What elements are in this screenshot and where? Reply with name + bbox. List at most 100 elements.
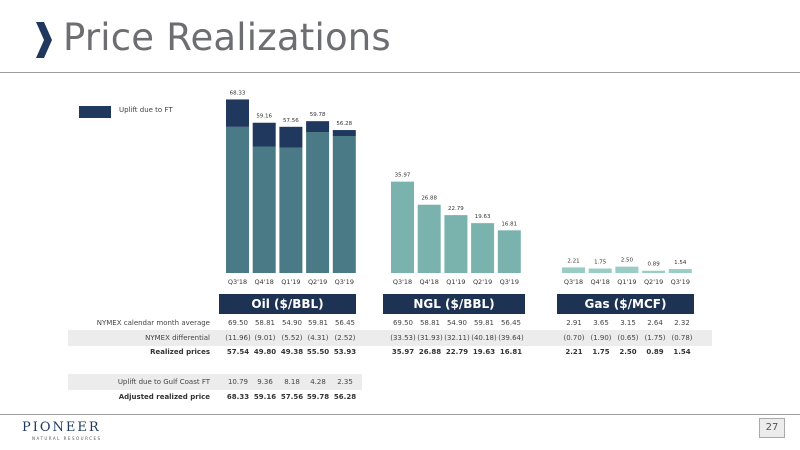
gas-data-label-1: 1.75 xyxy=(594,260,607,266)
oil-bar-realized-2 xyxy=(279,147,303,273)
ngl-table-cell: 19.63 xyxy=(472,348,496,356)
gas-tick-label-3: Q2'19 xyxy=(644,278,663,286)
company-logo: PIONEER xyxy=(22,420,101,435)
oil-table-cell: 59.81 xyxy=(307,319,329,327)
oil-data-label-3: 59.78 xyxy=(310,112,326,118)
gas-bar-3 xyxy=(642,270,666,273)
oil-table-cell: 56.45 xyxy=(334,319,356,327)
legend-label-uplift: Uplift due to FT xyxy=(119,106,173,114)
title-divider xyxy=(0,72,800,73)
oil-table-cell: 55.50 xyxy=(306,348,330,356)
oil-data-label-2: 57.56 xyxy=(283,118,299,124)
gas-table-cell: 1.75 xyxy=(592,348,610,356)
table-row-label: Realized prices xyxy=(150,348,210,356)
ngl-table-cell: 16.81 xyxy=(499,348,523,356)
gas-table-cell: 2.91 xyxy=(566,319,582,327)
ngl-tick-label-0: Q3'18 xyxy=(393,278,412,286)
oil-table-cell: (2.52) xyxy=(334,334,356,342)
panel-title-gas: Gas ($/MCF) xyxy=(557,294,694,314)
oil-data-label-0: 68.33 xyxy=(230,90,246,96)
ngl-bar-1 xyxy=(417,204,441,273)
ngl-table-cell: (40.18) xyxy=(471,334,497,342)
ngl-table-cell: 56.45 xyxy=(500,319,522,327)
oil-table-cell: 49.80 xyxy=(253,348,277,356)
oil-tick-label-0: Q3'18 xyxy=(228,278,247,286)
gas-table-cell: 2.50 xyxy=(619,348,637,356)
gas-table-cell: 2.32 xyxy=(674,319,690,327)
gas-tick-label-0: Q3'18 xyxy=(564,278,583,286)
oil-data-label-4: 56.28 xyxy=(336,121,352,127)
oil-table-cell: 57.54 xyxy=(226,348,250,356)
oil-table-cell: 59.78 xyxy=(306,393,330,401)
gas-data-label-3: 0.89 xyxy=(647,262,660,268)
oil-bar-uplift-3 xyxy=(306,121,330,133)
ngl-tick-label-4: Q3'19 xyxy=(500,278,519,286)
oil-table-cell: 57.56 xyxy=(280,393,304,401)
gas-data-label-4: 1.54 xyxy=(674,260,687,266)
footer-divider xyxy=(0,414,800,415)
ngl-data-label-2: 22.79 xyxy=(448,206,464,212)
oil-table-cell: (11.96) xyxy=(225,334,251,342)
ngl-data-label-1: 26.88 xyxy=(421,196,437,202)
oil-tick-label-2: Q1'19 xyxy=(281,278,300,286)
gas-table-cell: (1.90) xyxy=(590,334,612,342)
ngl-data-label-3: 19.63 xyxy=(475,214,491,220)
ngl-table-cell: (39.64) xyxy=(498,334,524,342)
oil-bar-uplift-2 xyxy=(279,126,303,148)
oil-bar-realized-1 xyxy=(252,146,276,273)
oil-table-cell: (4.31) xyxy=(307,334,329,342)
ngl-table-cell: 58.81 xyxy=(419,319,441,327)
legend-swatch-uplift xyxy=(79,106,111,118)
panel-title-oil: Oil ($/BBL) xyxy=(219,294,356,314)
oil-table-cell: 59.16 xyxy=(253,393,277,401)
gas-table-cell: (0.70) xyxy=(563,334,585,342)
gas-table-cell: (1.75) xyxy=(644,334,666,342)
oil-table-cell: 49.38 xyxy=(280,348,304,356)
gas-table-cell: 3.15 xyxy=(620,319,636,327)
gas-tick-label-1: Q4'18 xyxy=(591,278,610,286)
oil-table-cell: 10.79 xyxy=(227,378,249,386)
gas-table-cell: 0.89 xyxy=(646,348,664,356)
table-row-shade xyxy=(68,330,712,346)
oil-bar-uplift-1 xyxy=(252,122,276,147)
page-title: Price Realizations xyxy=(63,16,391,59)
ngl-bar-0 xyxy=(391,181,414,273)
ngl-table-cell: 22.79 xyxy=(445,348,469,356)
oil-table-cell: 2.35 xyxy=(337,378,353,386)
gas-table-cell: 2.64 xyxy=(647,319,663,327)
oil-bar-uplift-4 xyxy=(332,130,356,137)
gas-bar-0 xyxy=(562,267,585,273)
ngl-table-cell: (33.53) xyxy=(390,334,416,342)
ngl-tick-label-2: Q1'19 xyxy=(446,278,465,286)
ngl-data-label-0: 35.97 xyxy=(395,173,411,179)
gas-table-cell: (0.78) xyxy=(671,334,693,342)
gas-data-label-0: 2.21 xyxy=(567,258,579,264)
oil-table-cell: 54.90 xyxy=(281,319,303,327)
ngl-table-cell: 54.90 xyxy=(446,319,468,327)
gas-table-cell: 3.65 xyxy=(593,319,609,327)
chevron-right-icon xyxy=(36,22,52,58)
oil-table-cell: 9.36 xyxy=(257,378,273,386)
table-row-label: NYMEX calendar month average xyxy=(96,319,210,327)
oil-table-cell: (5.52) xyxy=(281,334,303,342)
gas-table-cell: (0.65) xyxy=(617,334,639,342)
price-realization-chart: 68.33 Q3'18 59.16 Q4'18 57.56 Q1'19 59.78 Q2'19… xyxy=(226,90,692,286)
oil-table-cell: 56.28 xyxy=(333,393,357,401)
oil-bar-realized-0 xyxy=(226,126,249,274)
oil-table-cell: 4.28 xyxy=(310,378,326,386)
ngl-bar-3 xyxy=(471,223,495,273)
table-row-label: NYMEX differential xyxy=(145,334,210,342)
gas-tick-label-2: Q1'19 xyxy=(617,278,636,286)
gas-table-cell: 2.21 xyxy=(565,348,583,356)
oil-bar-uplift-0 xyxy=(226,99,249,127)
oil-data-label-1: 59.16 xyxy=(256,114,272,120)
gas-bar-4 xyxy=(668,269,692,273)
oil-table-cell: 58.81 xyxy=(254,319,276,327)
page-number: 27 xyxy=(759,418,785,438)
oil-table-cell: 69.50 xyxy=(227,319,249,327)
gas-table-cell: 1.54 xyxy=(673,348,691,356)
oil-tick-label-3: Q2'19 xyxy=(308,278,327,286)
oil-bar-realized-3 xyxy=(306,132,330,273)
ngl-tick-label-1: Q4'18 xyxy=(420,278,439,286)
table-row-label: Uplift due to Gulf Coast FT xyxy=(117,378,210,386)
